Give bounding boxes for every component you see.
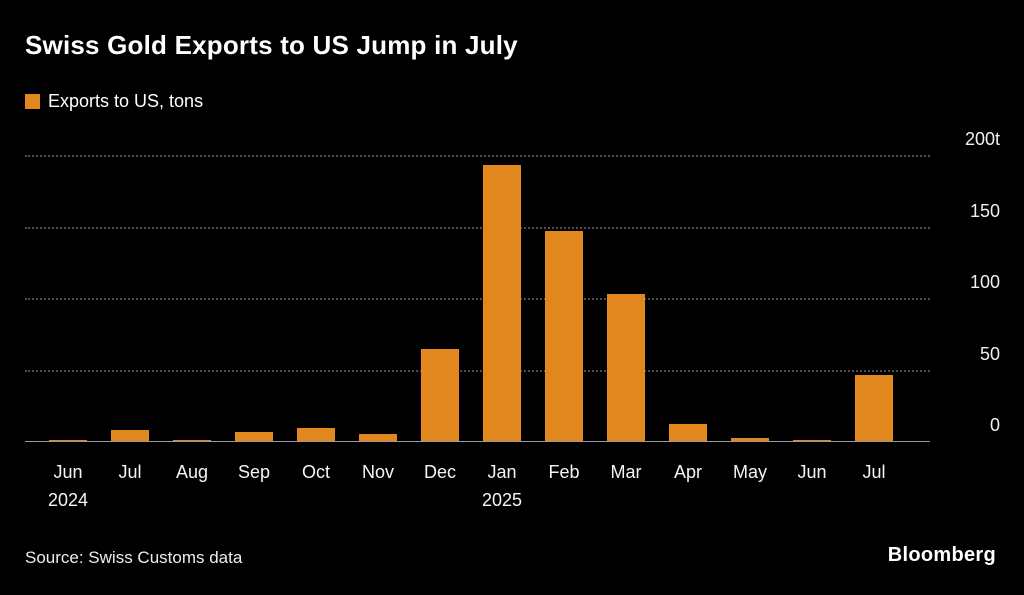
bar-aug-2 bbox=[173, 439, 211, 441]
x-tick-label: Dec bbox=[423, 462, 456, 482]
x-tick-label: Jun bbox=[53, 462, 83, 482]
gridline bbox=[25, 298, 930, 300]
y-tick-label: 200t bbox=[964, 129, 1000, 149]
x-tick-label: Nov bbox=[361, 462, 394, 482]
legend-swatch-icon bbox=[25, 94, 40, 109]
bar-nov-5 bbox=[359, 433, 397, 441]
bar-oct-4 bbox=[297, 428, 335, 441]
bar-apr-10 bbox=[669, 423, 707, 441]
bloomberg-logo: Bloomberg bbox=[887, 544, 996, 566]
x-tick-label: Mar bbox=[610, 462, 642, 482]
legend-label: Exports to US, tons bbox=[48, 91, 204, 111]
x-tick-label: Jul bbox=[862, 462, 886, 482]
bar-jun-12 bbox=[793, 439, 831, 441]
y-tick-label: 50 bbox=[979, 343, 1000, 364]
y-tick-label: 0 bbox=[989, 415, 1000, 435]
x-tick-label: May bbox=[732, 462, 767, 482]
plot-area bbox=[25, 155, 930, 442]
x-tick-label: Jul bbox=[118, 462, 142, 482]
bar-dec-6 bbox=[421, 349, 459, 441]
gridline bbox=[25, 155, 930, 157]
year-label: 2025 bbox=[481, 490, 523, 510]
x-tick-label: Oct bbox=[301, 462, 330, 482]
x-tick-label: Aug bbox=[175, 462, 209, 482]
y-tick-label: 150 bbox=[969, 200, 1000, 221]
bar-may-11 bbox=[731, 438, 769, 441]
gridline bbox=[25, 369, 930, 372]
bar-mar-9 bbox=[607, 293, 645, 441]
chart-title: Swiss Gold Exports to US Jump in July bbox=[25, 30, 518, 60]
x-tick-label: Apr bbox=[673, 462, 702, 482]
x-tick-label: Jun bbox=[797, 462, 827, 482]
x-tick-label: Feb bbox=[548, 462, 580, 482]
bar-jul-13 bbox=[855, 375, 893, 441]
gridline bbox=[25, 226, 930, 229]
bar-jun-0 bbox=[49, 439, 87, 441]
bar-jan-7 bbox=[483, 165, 521, 441]
x-tick-label: Sep bbox=[237, 462, 271, 482]
year-label: 2024 bbox=[47, 490, 89, 510]
bar-jul-1 bbox=[111, 429, 149, 441]
x-tick-label: Jan bbox=[487, 462, 517, 482]
x-axis-baseline bbox=[25, 441, 930, 442]
source-text: Source: Swiss Customs data bbox=[25, 548, 243, 567]
bar-feb-8 bbox=[545, 230, 583, 441]
y-tick-label: 100 bbox=[969, 272, 1000, 292]
legend: Exports to US, tons bbox=[25, 91, 203, 112]
bar-sep-3 bbox=[235, 432, 273, 441]
